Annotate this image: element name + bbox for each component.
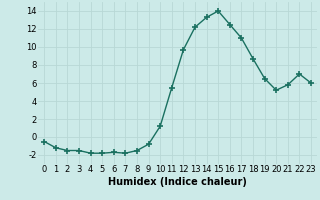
X-axis label: Humidex (Indice chaleur): Humidex (Indice chaleur) bbox=[108, 177, 247, 187]
